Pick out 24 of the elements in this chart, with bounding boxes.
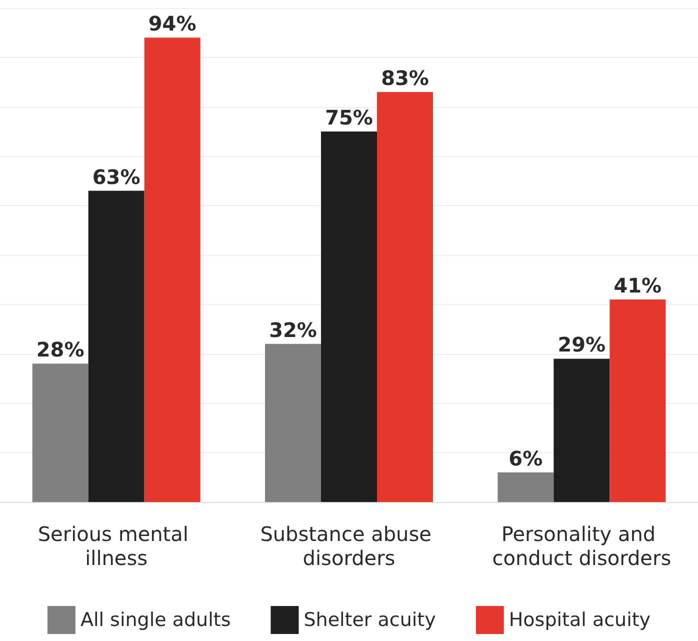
bar xyxy=(144,38,200,502)
data-label: 6% xyxy=(508,446,543,470)
data-label: 29% xyxy=(558,332,606,357)
legend-label: Hospital acuity xyxy=(508,609,651,631)
x-tick-label: Serious mental illness xyxy=(38,522,195,570)
data-label: 63% xyxy=(92,164,140,189)
data-label: 94% xyxy=(148,12,196,36)
legend-label: Shelter acuity xyxy=(304,609,436,631)
data-label: 41% xyxy=(614,273,662,298)
bar xyxy=(88,190,144,502)
bar xyxy=(265,344,321,502)
data-label: 32% xyxy=(269,318,317,342)
bar xyxy=(554,358,610,502)
bar xyxy=(377,92,433,502)
bar xyxy=(32,364,88,502)
data-label: 28% xyxy=(36,338,84,362)
bar xyxy=(498,472,554,502)
bar xyxy=(610,299,666,502)
data-label: 83% xyxy=(381,66,429,90)
legend-label: All single adults xyxy=(80,609,231,631)
data-label: 75% xyxy=(325,106,373,130)
x-tick-label: Substance abuse disorders xyxy=(260,522,438,570)
x-tick-label: Personality and conduct disorders xyxy=(492,522,672,570)
bar xyxy=(321,132,377,502)
